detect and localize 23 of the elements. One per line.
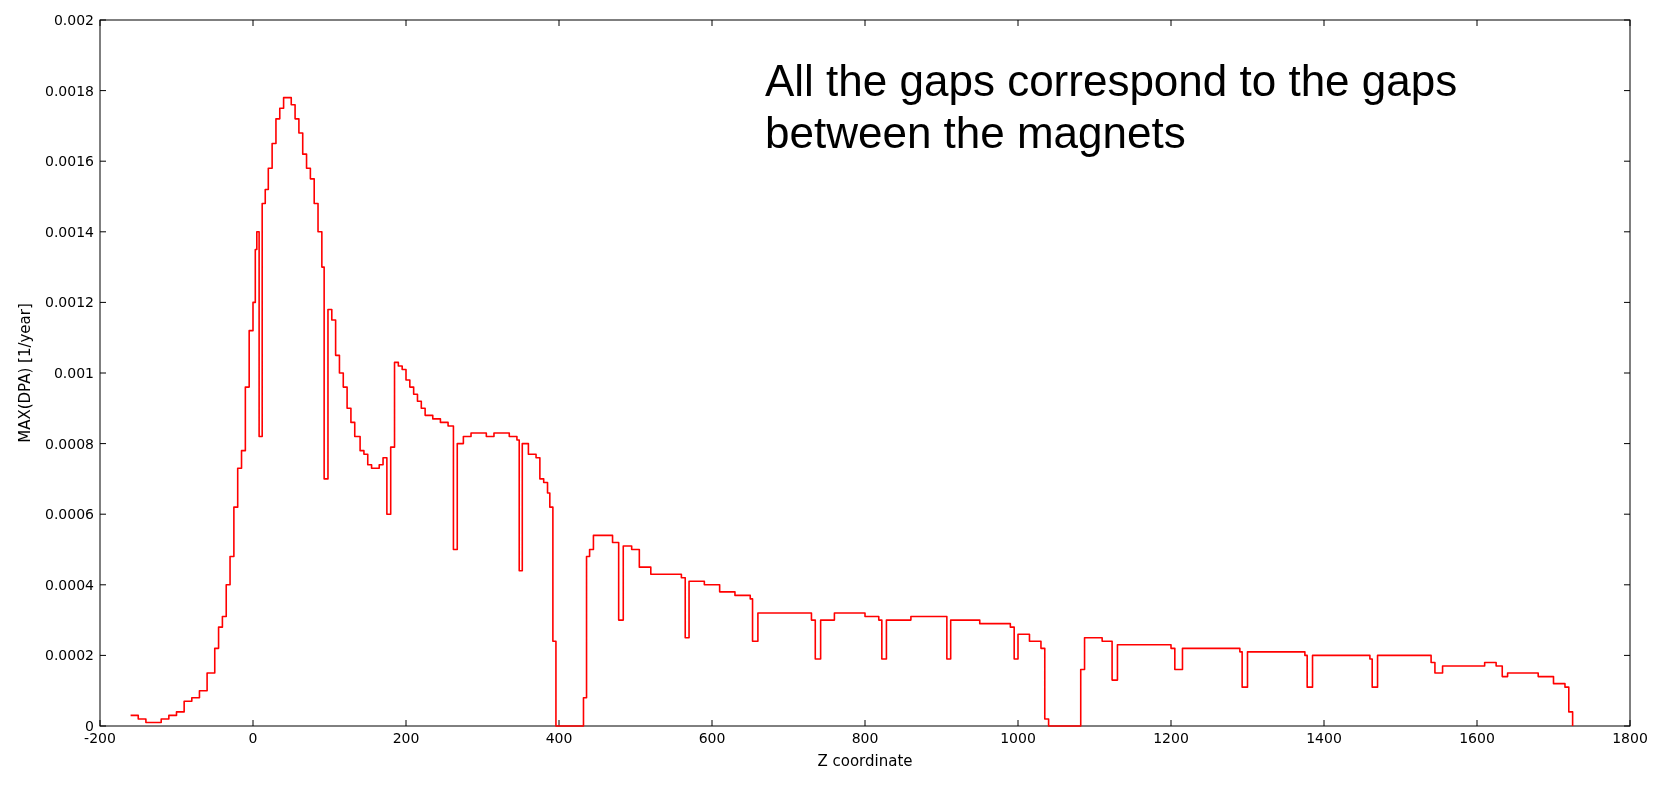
y-tick-label: 0.0016 — [45, 153, 95, 170]
x-tick-label: 1600 — [1459, 730, 1495, 746]
y-axis-title: MAX(DPA) [1/year] — [16, 303, 34, 443]
x-tick-label: 0 — [248, 730, 258, 746]
x-tick-label: 600 — [698, 730, 726, 746]
x-tick-label: 1200 — [1153, 730, 1189, 746]
y-tick-label: 0.0004 — [45, 576, 95, 593]
y-tick-label: 0.001 — [53, 365, 94, 381]
y-tick-label: 0.0018 — [45, 82, 94, 99]
x-tick-label: 800 — [851, 730, 879, 746]
x-axis-title: Z coordinate — [817, 752, 913, 770]
y-tick-label: 0.0008 — [45, 435, 94, 452]
y-tick-label: 0.0014 — [45, 223, 95, 240]
y-tick-label: 0.0002 — [45, 647, 94, 664]
x-tick-label: 400 — [545, 730, 573, 746]
x-tick-label: 200 — [392, 730, 420, 746]
y-tick-label: 0.0006 — [45, 506, 95, 523]
x-tick-label: 1400 — [1306, 730, 1342, 746]
annotation: All the gaps correspond to the gaps between the magnets — [765, 56, 1458, 157]
y-tick-label: 0.002 — [53, 12, 94, 28]
x-tick-label: 1800 — [1612, 730, 1648, 746]
x-tick-label: 1000 — [1000, 730, 1036, 746]
y-tick-label: 0.0012 — [45, 294, 94, 311]
